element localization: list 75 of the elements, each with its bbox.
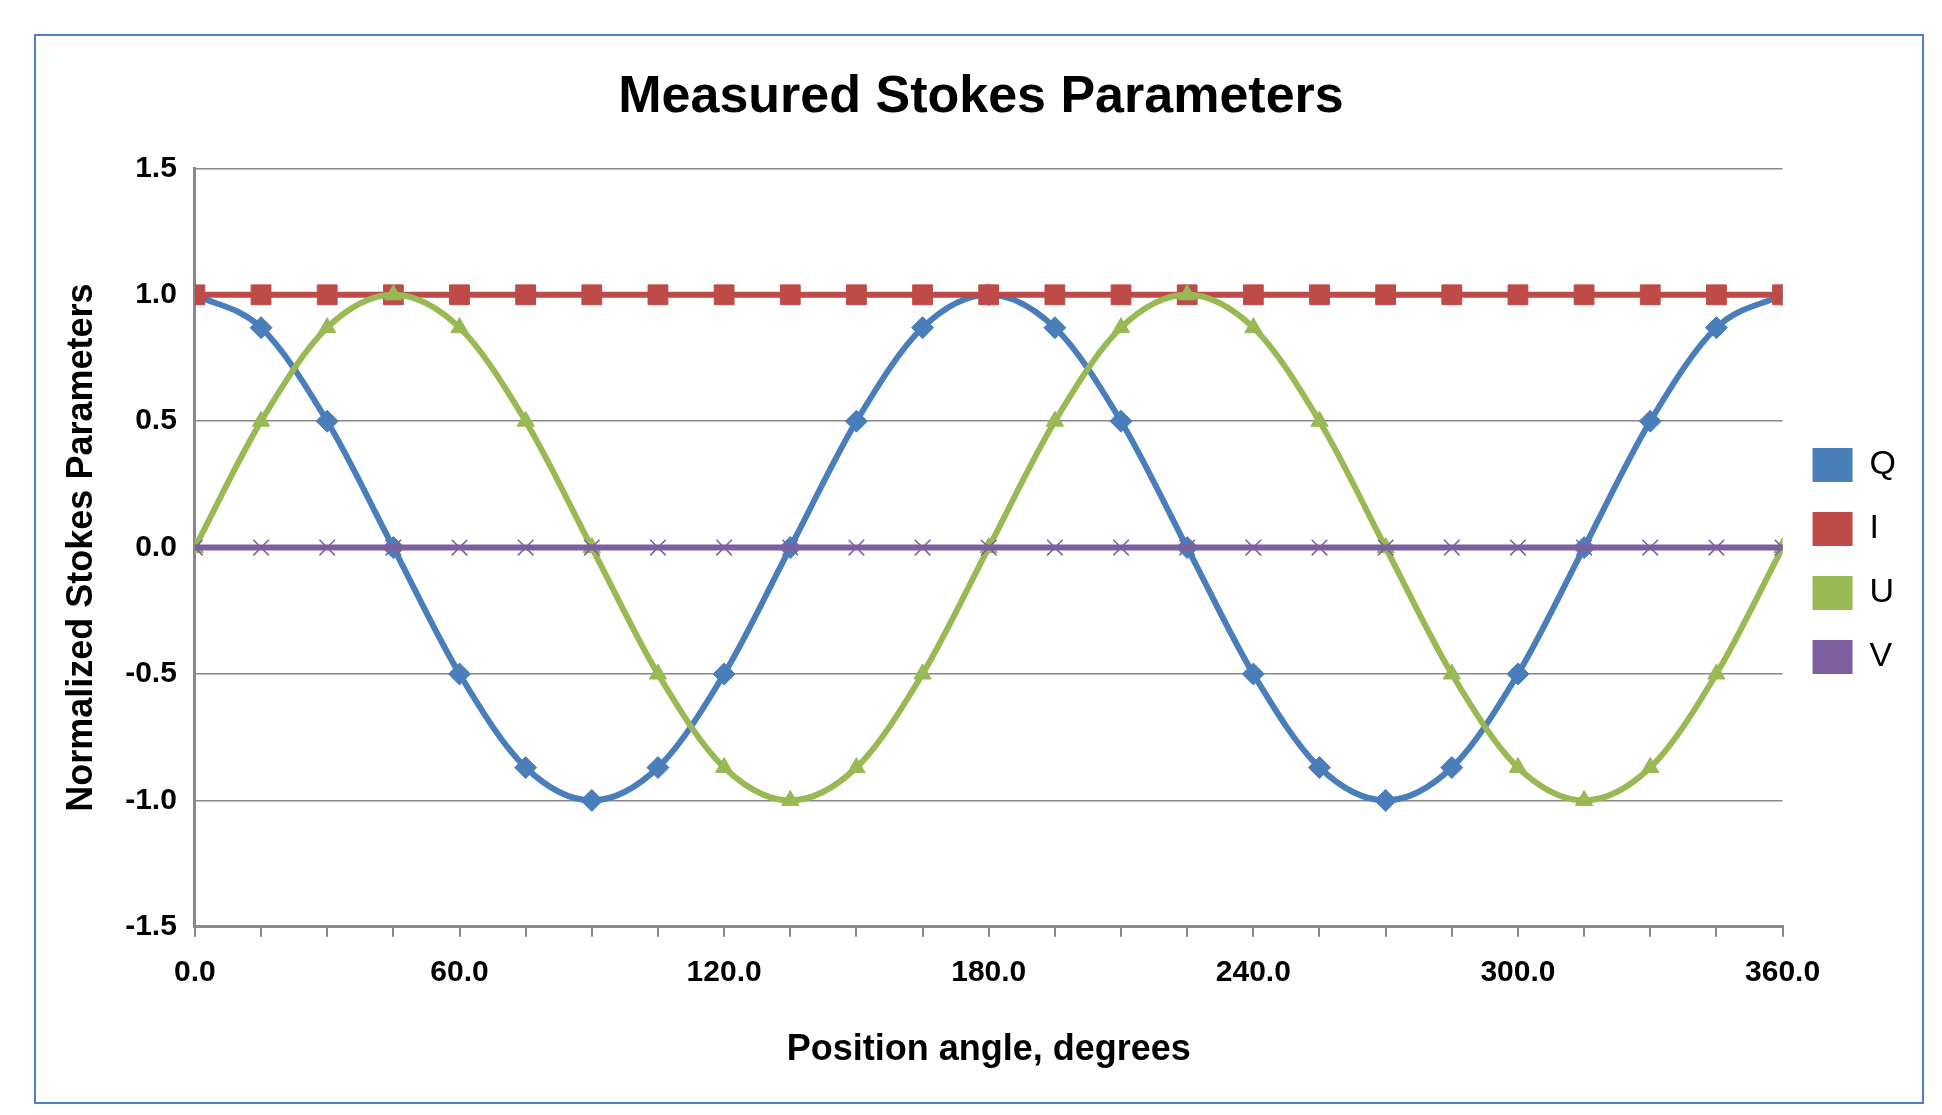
y-tick-label: 1.0	[135, 276, 177, 310]
point	[1110, 284, 1132, 306]
y-tick-label: 0.0	[135, 528, 177, 562]
point	[1242, 284, 1264, 306]
point	[779, 284, 801, 306]
point	[712, 662, 736, 686]
point	[1441, 284, 1463, 306]
point	[1641, 539, 1659, 557]
point	[1707, 539, 1725, 557]
point	[1044, 284, 1066, 306]
point	[1443, 539, 1461, 557]
point	[450, 539, 469, 557]
point	[580, 788, 604, 812]
point	[1241, 662, 1265, 686]
point	[1310, 539, 1329, 557]
point	[1509, 539, 1527, 557]
point	[318, 539, 336, 557]
point	[846, 284, 867, 306]
point	[252, 539, 270, 557]
x-tick-label: 60.0	[430, 954, 489, 988]
point	[1706, 284, 1727, 306]
point	[1109, 409, 1133, 433]
point	[1309, 284, 1330, 306]
y-axis-title: Normalized Stokes Parameters	[58, 283, 100, 812]
y-tick-label: -1.5	[125, 908, 177, 942]
chart-title: Measured Stokes Parameters	[618, 64, 1344, 123]
point	[449, 284, 470, 306]
point	[1043, 316, 1067, 340]
point	[316, 284, 338, 306]
point	[847, 539, 865, 557]
point	[448, 662, 471, 686]
point	[1506, 662, 1530, 686]
point	[250, 284, 272, 306]
x-tick-label: 180.0	[951, 954, 1027, 988]
y-tick-label: 0.5	[135, 402, 177, 436]
point	[1112, 539, 1130, 557]
legend-label: V	[1869, 635, 1893, 674]
point	[715, 539, 733, 557]
point	[914, 539, 932, 557]
point	[911, 316, 935, 340]
legend-label: U	[1869, 571, 1895, 610]
x-tick-label: 120.0	[686, 954, 762, 988]
y-tick-label: -0.5	[125, 655, 177, 689]
x-tick-label: 0.0	[174, 954, 216, 988]
legend-label: I	[1869, 507, 1880, 546]
point	[647, 284, 669, 306]
point	[1440, 756, 1464, 780]
y-tick-label: -1.0	[125, 781, 177, 815]
point	[1507, 284, 1529, 306]
point	[713, 284, 735, 306]
x-tick-label: 240.0	[1215, 954, 1291, 988]
point	[646, 756, 670, 780]
x-axis-title: Position angle, degrees	[786, 1027, 1191, 1069]
point	[1307, 756, 1331, 780]
point	[1046, 539, 1064, 557]
point	[1704, 316, 1728, 340]
point	[1638, 409, 1662, 433]
point	[514, 756, 538, 780]
y-tick-label: 1.5	[135, 149, 177, 183]
point	[515, 284, 537, 306]
point	[1639, 284, 1661, 306]
point	[844, 409, 868, 433]
point	[1375, 284, 1397, 306]
point	[315, 409, 339, 433]
x-tick-label: 300.0	[1480, 954, 1556, 988]
x-tick-label: 360.0	[1745, 954, 1821, 988]
point	[649, 539, 667, 557]
point	[1374, 788, 1398, 812]
point	[517, 539, 535, 557]
point	[1573, 284, 1595, 306]
point	[1244, 539, 1262, 557]
point	[249, 316, 273, 340]
point	[581, 284, 603, 306]
legend-label: Q	[1869, 443, 1897, 482]
point	[912, 284, 933, 306]
